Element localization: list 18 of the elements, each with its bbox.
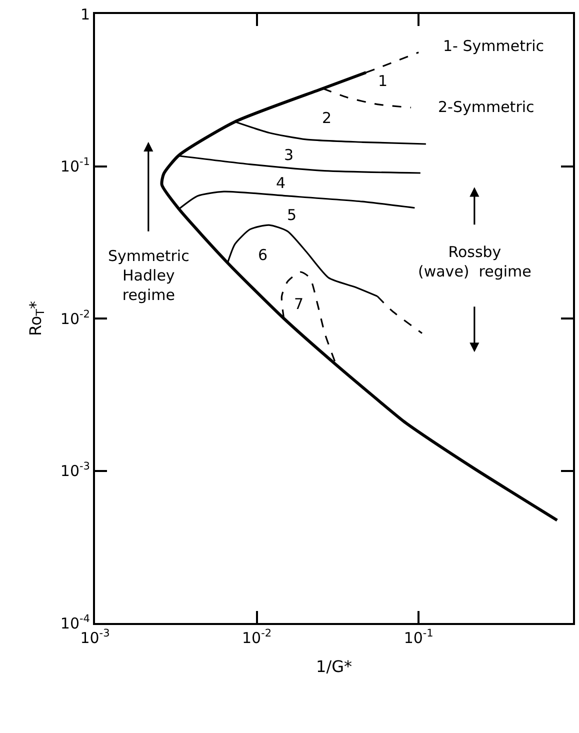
- y-tick-label: 10$^{-3}$: [60, 460, 90, 480]
- annotation: 2-Symmetric: [438, 98, 534, 116]
- annotation: 4: [276, 174, 286, 192]
- annotation: 7: [294, 295, 304, 313]
- annotation: 1- Symmetric: [443, 37, 544, 55]
- annotation: 1: [378, 72, 388, 90]
- y-tick-label: 10$^{-1}$: [60, 156, 90, 176]
- annotation: Symmetric Hadley regime: [108, 247, 190, 304]
- y-tick-label: 10$^{-2}$: [60, 308, 90, 328]
- x-tick-label: 10$^{-2}$: [242, 628, 272, 647]
- annotation: 3: [284, 146, 294, 164]
- y-tick-label: 1: [80, 5, 90, 24]
- annotation: 5: [287, 206, 297, 224]
- annotation: 2: [322, 109, 332, 127]
- annotation: Rossby (wave) regime: [418, 243, 532, 280]
- annotation: 6: [258, 246, 268, 264]
- x-tick-label: 10$^{-1}$: [404, 628, 434, 647]
- x-axis-title: 1/G*: [316, 657, 352, 676]
